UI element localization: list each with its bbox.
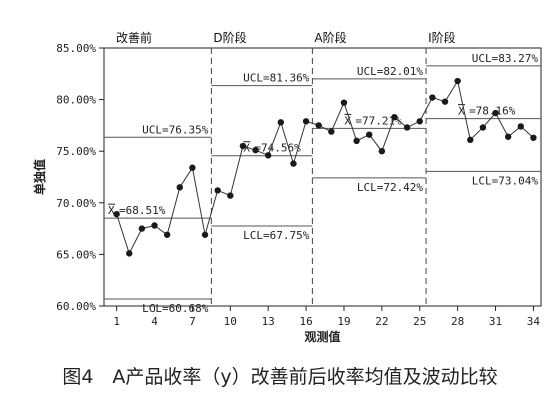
data-point: [530, 134, 537, 141]
ucl-label: UCL=76.35%: [142, 123, 209, 136]
y-tick-label: 70.00%: [56, 197, 96, 210]
data-point: [189, 164, 196, 171]
y-tick-label: 65.00%: [56, 248, 96, 261]
mean-symbol: X: [458, 105, 465, 118]
data-point: [227, 192, 234, 199]
data-point: [403, 124, 411, 131]
mean-label: =78.16%: [469, 105, 516, 118]
data-point: [163, 231, 171, 238]
x-tick-label: 34: [527, 315, 541, 328]
phase-name: A阶段: [314, 30, 346, 45]
mean-symbol: X: [243, 142, 250, 155]
phase-name: I阶段: [428, 30, 456, 45]
x-tick-label: 28: [451, 315, 464, 328]
data-point: [479, 124, 487, 131]
y-axis-title: 单独值: [32, 159, 47, 195]
lcl-label: LCL=73.04%: [472, 174, 539, 187]
x-tick-label: 13: [262, 315, 275, 328]
data-point: [201, 231, 209, 238]
data-point: [391, 113, 398, 121]
x-tick-label: 31: [489, 315, 502, 328]
data-point: [517, 123, 524, 130]
data-point: [366, 131, 373, 138]
data-point: [492, 109, 499, 117]
data-point: [441, 98, 449, 105]
data-point: [277, 119, 285, 126]
x-tick-label: 25: [413, 315, 426, 328]
phase-name: 改善前: [116, 30, 152, 45]
series-line: [116, 79, 534, 255]
data-point: [378, 148, 386, 155]
x-tick-label: 4: [151, 315, 158, 328]
y-tick-label: 80.00%: [56, 94, 96, 107]
ucl-label: UCL=81.36%: [243, 72, 310, 85]
mean-label: =68.51%: [119, 204, 166, 217]
x-tick-label: 16: [299, 315, 312, 328]
data-point: [252, 146, 259, 154]
x-tick-label: 19: [337, 315, 350, 328]
data-point: [454, 77, 461, 85]
x-tick-label: 10: [224, 315, 237, 328]
data-point: [264, 152, 272, 159]
y-tick-label: 60.00%: [56, 300, 96, 313]
mean-symbol: X: [344, 114, 351, 127]
data-point: [138, 225, 146, 232]
ucl-label: UCL=83.27%: [472, 52, 539, 65]
plot-frame: [103, 47, 542, 307]
x-tick-label: 7: [189, 315, 196, 328]
mean-symbol: X: [108, 204, 115, 217]
data-point: [328, 128, 335, 135]
mean-label: =77.21%: [355, 114, 402, 127]
data-point: [176, 184, 183, 191]
data-point: [290, 160, 297, 167]
y-tick-label: 75.00%: [56, 145, 96, 158]
figure-caption: 图4 A产品收率（y）改善前后收率均值及波动比较: [62, 366, 498, 388]
data-point: [416, 118, 423, 125]
data-point: [113, 210, 120, 218]
x-tick-label: 22: [375, 315, 388, 328]
phase-name: D阶段: [213, 30, 246, 45]
lcl-label: LCL=60.68%: [142, 302, 209, 315]
x-axis-title: 观测值: [304, 329, 340, 344]
data-point: [429, 94, 436, 101]
data-point: [151, 222, 158, 229]
lcl-label: LCL=72.42%: [357, 181, 424, 194]
data-point: [126, 250, 133, 257]
data-point: [239, 142, 247, 150]
data-point: [315, 122, 322, 129]
data-point: [504, 133, 512, 140]
data-point: [340, 99, 348, 106]
lcl-label: LCL=67.75%: [243, 229, 310, 242]
data-point: [214, 187, 221, 194]
x-tick-label: 1: [113, 315, 120, 328]
data-point: [302, 118, 310, 125]
ucl-label: UCL=82.01%: [357, 65, 424, 78]
data-point: [353, 137, 360, 145]
y-tick-label: 85.00%: [56, 42, 96, 55]
data-point: [467, 136, 474, 144]
chart-svg: 60.00% 65.00% 70.00% 75.00% 80.00% 85.00% 1 4 7 1…: [32, 30, 542, 344]
